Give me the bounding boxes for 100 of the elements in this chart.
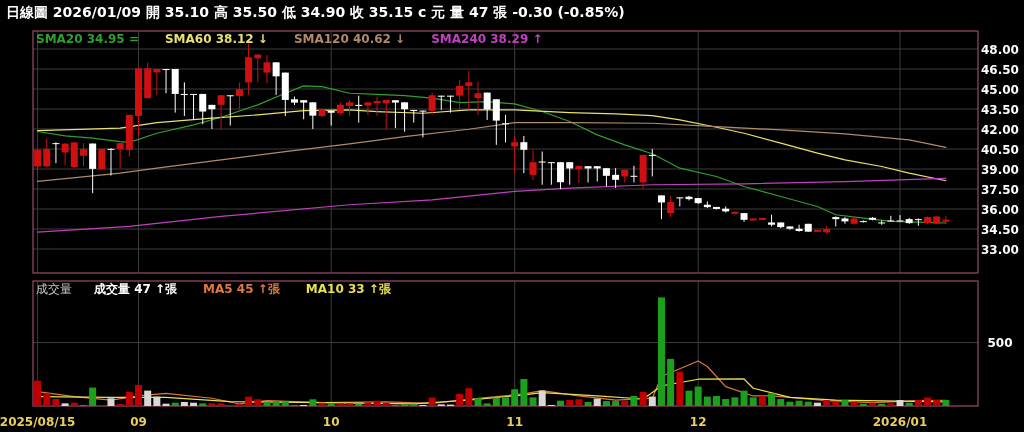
bar [850, 401, 858, 406]
bar [52, 399, 60, 406]
bar [924, 397, 932, 406]
candlestick [235, 82, 243, 110]
bar [272, 401, 280, 406]
candlestick [428, 92, 436, 115]
candlestick [272, 61, 280, 96]
candlestick [116, 142, 124, 169]
candlestick [52, 141, 60, 164]
candlestick [502, 114, 509, 143]
candlestick [465, 70, 473, 111]
candlestick [208, 104, 216, 130]
chart-title: 日線圖 2026/01/09 開 35.10 高 35.50 低 34.90 收 35.15 c 元 量 47 張 -0.30 (-0.85%) [6, 4, 625, 20]
candlestick [401, 101, 409, 133]
bar [327, 403, 335, 406]
bar [795, 400, 803, 406]
bar [263, 401, 271, 406]
bar [153, 396, 161, 406]
y-tick-label: 34.50 [981, 222, 1019, 237]
bar [593, 398, 601, 406]
bar [61, 403, 69, 406]
bar [107, 398, 115, 406]
candlestick [657, 194, 665, 220]
x-tick-label: 2026/01 [872, 415, 928, 429]
text: SMA60 38.12 ↓ [164, 32, 268, 46]
candlestick [483, 92, 491, 121]
bar [841, 400, 849, 406]
bar [529, 397, 537, 406]
bar [630, 395, 638, 406]
bar [171, 402, 179, 406]
candlestick [446, 95, 454, 114]
y-tick-label: 37.50 [981, 182, 1019, 197]
y-tick-label: 36.00 [981, 202, 1019, 217]
bar [694, 386, 702, 406]
candlestick [841, 216, 849, 225]
bar [777, 399, 785, 406]
candlestick [896, 214, 904, 223]
candlestick [180, 81, 188, 117]
text: SMA240 38.29 ↑ [431, 32, 543, 46]
bar [758, 395, 766, 406]
bar [722, 399, 730, 406]
line-series [36, 177, 947, 233]
bar [346, 403, 354, 406]
bar [813, 402, 821, 406]
candlestick [410, 109, 418, 124]
bar [868, 402, 876, 406]
candlestick [914, 217, 922, 227]
candlestick [355, 95, 363, 124]
candlestick [217, 94, 225, 130]
bar [502, 397, 509, 406]
bar [832, 401, 840, 406]
candlestick [43, 137, 51, 169]
x-tick-label: 10 [322, 415, 340, 429]
bar [235, 403, 243, 406]
candlestick [529, 149, 537, 181]
candlestick [61, 142, 69, 166]
x-tick-label: 09 [130, 415, 147, 429]
candlestick [79, 142, 87, 167]
bar [575, 399, 583, 406]
text: MA10 33 ↑張 [305, 282, 392, 296]
candlestick [630, 165, 638, 183]
bar [281, 401, 289, 406]
candlestick [878, 219, 886, 226]
line-series [36, 109, 947, 182]
bar [538, 390, 546, 406]
candlestick [492, 98, 500, 146]
bar [667, 358, 675, 406]
y-tick-label: 39.00 [981, 162, 1019, 177]
candlestick [538, 151, 546, 186]
bar [621, 400, 629, 406]
y-tick-label: 500 [987, 336, 1013, 351]
bar [566, 400, 574, 406]
bar [612, 401, 620, 406]
text: SMA120 40.62 ↓ [293, 32, 406, 46]
bar [703, 396, 711, 406]
bar [804, 401, 812, 406]
candlestick [153, 68, 161, 96]
bar [786, 401, 794, 406]
bar [511, 389, 519, 406]
candlestick [942, 215, 950, 225]
y-tick-label: 40.50 [981, 142, 1019, 157]
bar [309, 399, 317, 406]
candlestick [364, 101, 372, 116]
bar [254, 399, 262, 406]
candlestick [199, 93, 207, 125]
candlestick [474, 81, 482, 116]
candlestick [107, 147, 115, 177]
bar [410, 403, 418, 406]
text: MA5 45 ↑張 [203, 282, 281, 296]
y-tick-label: 42.00 [981, 122, 1019, 137]
candlestick [667, 195, 675, 218]
bar [483, 403, 491, 406]
candlestick [419, 110, 427, 138]
bar [942, 400, 950, 406]
x-tick-label: 12 [689, 415, 707, 429]
candlestick [648, 148, 656, 177]
text: 成交量 47 ↑張 [93, 282, 179, 296]
bar [144, 390, 152, 406]
candlestick [520, 135, 528, 174]
y-tick-label: 48.00 [981, 42, 1019, 57]
